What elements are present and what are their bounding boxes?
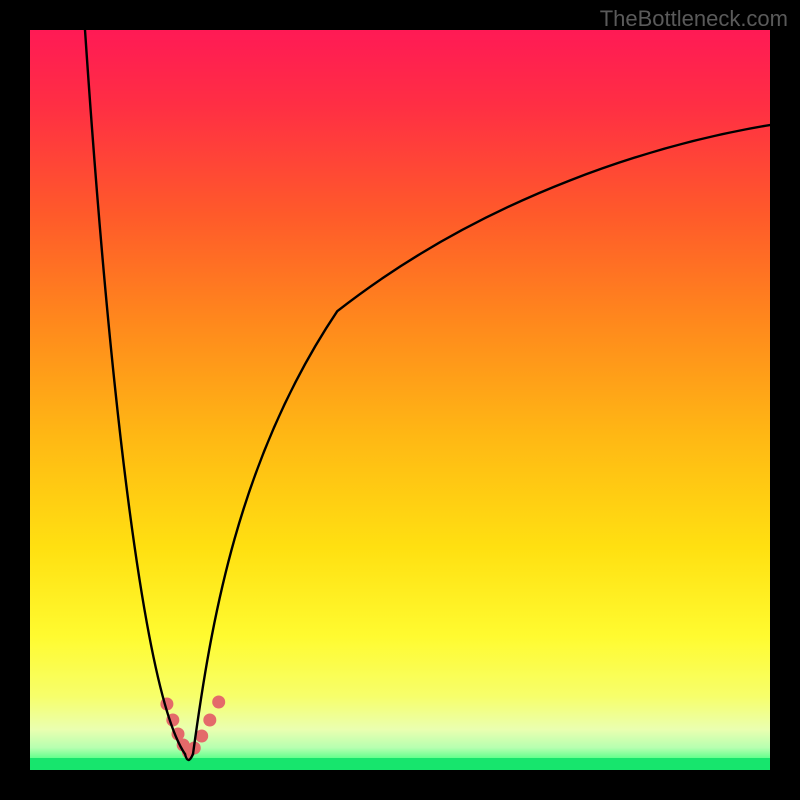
curve-segment xyxy=(193,125,770,754)
bottleneck-curve xyxy=(30,30,770,770)
plot-area xyxy=(30,30,770,770)
threshold-dot xyxy=(203,714,216,727)
threshold-dot xyxy=(212,696,225,709)
watermark-text: TheBottleneck.com xyxy=(600,6,788,32)
chart-frame: TheBottleneck.com xyxy=(0,0,800,800)
curve-segment xyxy=(85,30,185,754)
